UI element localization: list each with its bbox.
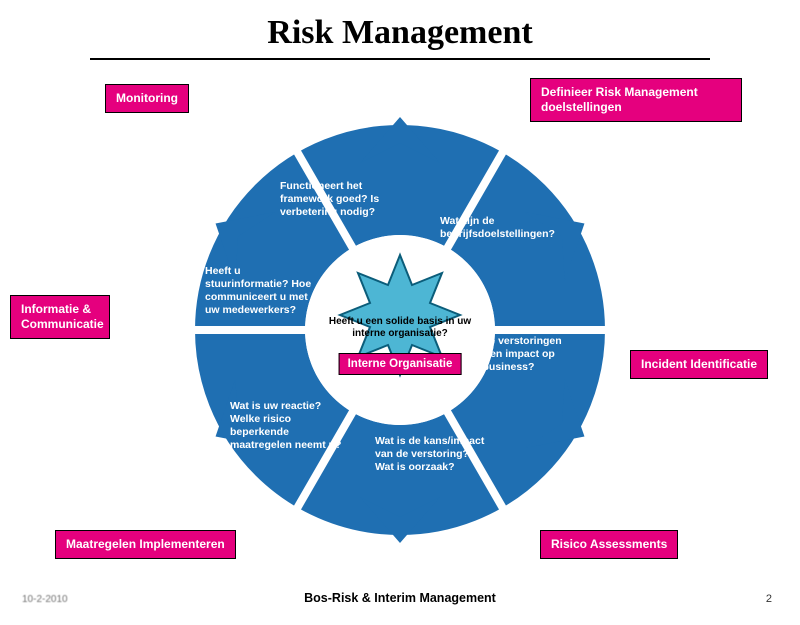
segment-text-0: Functioneert het framework goed? Is verb… bbox=[280, 180, 400, 219]
segment-text-3: Wat is de kans/impact van de verstoring?… bbox=[375, 435, 485, 474]
segment-text-2: Welke verstoringen hebben impact op uw b… bbox=[465, 335, 570, 374]
segment-text-1: Wat zijn de bedrijfsdoelstellingen? bbox=[440, 215, 550, 241]
page-title: Risk Management bbox=[0, 0, 800, 52]
footer-text: Bos-Risk & Interim Management bbox=[304, 591, 496, 605]
segment-text-4: Wat is uw reactie? Welke risico beperken… bbox=[230, 400, 350, 453]
page-number: 2 bbox=[766, 593, 772, 605]
segment-text-5: Heeft u stuurinformatie? Hoe communiceer… bbox=[205, 265, 315, 318]
box-define: Definieer Risk Management doelstellingen bbox=[530, 78, 742, 122]
date-code: 10-2-2010 bbox=[22, 594, 68, 605]
box-monitoring: Monitoring bbox=[105, 84, 189, 113]
box-implement: Maatregelen Implementeren bbox=[55, 530, 236, 559]
box-incident: Incident Identificatie bbox=[630, 350, 768, 379]
center-box-interne: Interne Organisatie bbox=[339, 353, 462, 375]
box-assess: Risico Assessments bbox=[540, 530, 678, 559]
box-info: Informatie & Communicatie bbox=[10, 295, 110, 339]
center-question: Heeft u een solide basis in uw interne o… bbox=[325, 316, 475, 339]
title-underline bbox=[90, 58, 710, 60]
cycle-diagram: Functioneert het framework goed? Is verb… bbox=[185, 115, 615, 545]
